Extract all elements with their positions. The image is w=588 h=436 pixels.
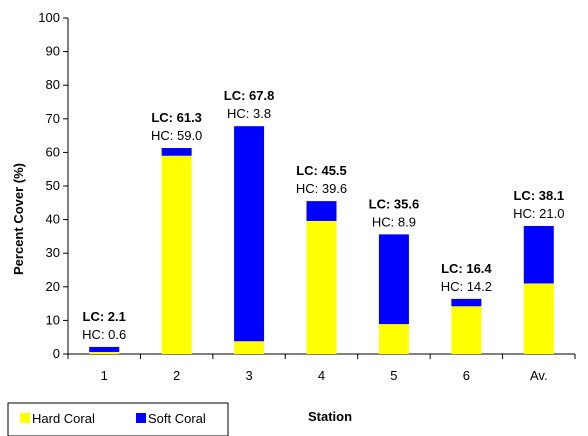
- data-label-lc: LC: 38.1: [513, 188, 564, 203]
- data-label-lc: LC: 35.6: [369, 196, 420, 211]
- data-label-hc: HC: 21.0: [513, 206, 564, 221]
- y-axis-title: Percent Cover (%): [11, 163, 26, 275]
- y-tick-label: 40: [46, 212, 60, 227]
- y-tick-label: 0: [53, 346, 60, 361]
- data-label-hc: HC: 39.6: [296, 181, 347, 196]
- bar-soft-coral: [161, 148, 192, 156]
- bar-hard-coral: [378, 324, 409, 354]
- bar-hard-coral: [161, 155, 192, 354]
- y-tick-label: 70: [46, 111, 60, 126]
- x-tick-label: Av.: [530, 368, 548, 383]
- bar-soft-coral: [306, 201, 337, 221]
- x-tick-label: 2: [173, 368, 180, 383]
- y-tick-label: 20: [46, 279, 60, 294]
- y-tick-label: 10: [46, 312, 60, 327]
- x-tick-label: 4: [318, 368, 325, 383]
- data-label-hc: HC: 59.0: [151, 128, 202, 143]
- y-tick-label: 90: [46, 44, 60, 59]
- legend-box: [7, 402, 229, 436]
- legend-swatch-hard-coral: [20, 413, 30, 423]
- bar-soft-coral: [451, 298, 482, 307]
- legend-swatch-soft-coral: [136, 413, 146, 423]
- bar-soft-coral: [234, 126, 265, 342]
- legend: Hard Coral Soft Coral: [7, 402, 229, 436]
- bar-soft-coral: [523, 225, 554, 284]
- data-label-hc: HC: 8.9: [372, 214, 416, 229]
- y-tick-label: 60: [46, 144, 60, 159]
- y-tick-label: 80: [46, 77, 60, 92]
- bar-hard-coral: [523, 283, 554, 354]
- data-label-lc: LC: 2.1: [83, 309, 126, 324]
- data-label-lc: LC: 67.8: [224, 88, 275, 103]
- legend-label-soft-coral: Soft Coral: [148, 411, 206, 426]
- x-tick-label: 5: [390, 368, 397, 383]
- y-tick-label: 30: [46, 245, 60, 260]
- bar-hard-coral: [89, 351, 120, 354]
- y-tick-label: 50: [46, 178, 60, 193]
- data-label-hc: HC: 14.2: [441, 279, 492, 294]
- bar-soft-coral: [378, 234, 409, 325]
- bar-hard-coral: [451, 306, 482, 354]
- x-tick-label: 1: [101, 368, 108, 383]
- data-label-hc: HC: 3.8: [227, 106, 271, 121]
- data-label-lc: LC: 45.5: [296, 163, 347, 178]
- x-tick-label: 3: [245, 368, 252, 383]
- bar-soft-coral: [89, 346, 120, 352]
- y-tick-label: 100: [38, 10, 60, 25]
- plot-area: 0 10 20 30 40 50 60 70 80 90 100 LC: 2.1 HC: 0.6 1 LC:…: [38, 10, 576, 383]
- legend-label-hard-coral: Hard Coral: [32, 411, 95, 426]
- x-tick-label: 6: [463, 368, 470, 383]
- data-label-lc: LC: 16.4: [441, 261, 492, 276]
- bar-hard-coral: [306, 220, 337, 354]
- data-label-hc: HC: 0.6: [82, 327, 126, 342]
- bar-hard-coral: [234, 341, 265, 354]
- x-axis-title: Station: [308, 409, 352, 424]
- data-label-lc: LC: 61.3: [151, 110, 202, 125]
